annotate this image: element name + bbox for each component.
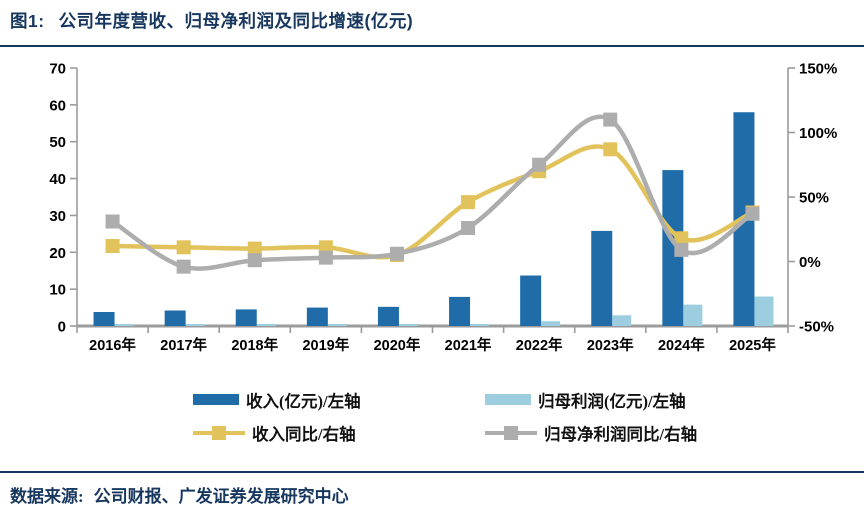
profit-yoy-marker <box>532 157 547 172</box>
footer-divider <box>0 471 864 473</box>
revenue-yoy-marker <box>176 240 191 255</box>
legend-label-profit: 归母利润(亿元)/左轴 <box>538 391 686 411</box>
revenue-yoy-marker <box>461 195 476 210</box>
revenue-bar <box>591 230 613 326</box>
revenue-bar <box>235 309 257 326</box>
revenue-yoy-marker <box>603 142 618 157</box>
profit-yoy-marker <box>247 253 262 268</box>
right-axis-tick-label: -50% <box>799 319 834 336</box>
profit-bar <box>114 324 134 326</box>
combo-chart-canvas: 0 10 20 30 40 50 60 70 -50% 0% 50% 100% 150% 2016年 201… <box>49 61 837 355</box>
right-axis-tick-label: 100% <box>799 125 837 142</box>
profit-bar <box>470 324 490 326</box>
x-axis-category-label: 2016年 <box>89 336 136 354</box>
left-axis-tick-label: 40 <box>49 171 66 188</box>
left-axis-tick-label: 60 <box>49 97 66 114</box>
left-axis-tick-label: 0 <box>58 319 66 336</box>
profit-bar <box>683 304 703 326</box>
profit-bar <box>612 315 632 326</box>
x-axis-category-label: 2019年 <box>302 336 349 354</box>
revenue-bar-swatch <box>193 394 239 405</box>
revenue-yoy-marker <box>247 241 262 256</box>
chart-legend: 收入(亿元)/左轴 归母利润(亿元)/左轴 收入同比/右轴 归母净利润同比/右轴 <box>193 383 805 449</box>
profit-bar <box>398 324 418 326</box>
title-divider <box>0 45 864 47</box>
revenue-yoy-marker <box>105 239 120 254</box>
data-source-text: 公司财报、广发证券发展研究中心 <box>93 487 349 506</box>
right-axis-tick-label: 150% <box>799 61 837 78</box>
revenue-yoy-line-swatch <box>193 425 245 440</box>
profit-bar <box>256 324 276 326</box>
profit-yoy-marker <box>745 206 760 221</box>
profit-yoy-marker <box>389 246 404 261</box>
legend-label-revenue: 收入(亿元)/左轴 <box>246 391 361 411</box>
x-axis-category-label: 2025年 <box>729 336 776 354</box>
revenue-bar <box>93 311 115 326</box>
revenue-yoy-marker <box>674 231 689 246</box>
profit-yoy-marker <box>603 112 618 127</box>
profit-bar <box>327 324 347 326</box>
revenue-bar <box>449 296 471 326</box>
revenue-bar <box>164 310 186 326</box>
left-axis-tick-label: 70 <box>49 61 66 78</box>
x-axis-category-label: 2017年 <box>160 336 207 354</box>
legend-item-revenue-yoy: 收入同比/右轴 <box>193 421 485 445</box>
x-axis-category-label: 2022年 <box>516 336 563 354</box>
revenue-bar <box>306 307 328 326</box>
legend-item-revenue: 收入(亿元)/左轴 <box>193 388 485 412</box>
profit-bar-swatch <box>485 394 531 405</box>
right-axis-tick-label: 0% <box>799 254 821 271</box>
x-axis-category-label: 2024年 <box>658 336 705 354</box>
legend-item-profit: 归母利润(亿元)/左轴 <box>485 388 805 412</box>
profit-bar <box>185 324 205 326</box>
chart-area: 0 10 20 30 40 50 60 70 -50% 0% 50% 100% 150% 2016年 201… <box>0 52 864 382</box>
left-axis-tick-label: 30 <box>49 208 66 225</box>
right-axis-tick-label: 50% <box>799 190 829 207</box>
revenue-bar <box>662 170 684 326</box>
revenue-bar <box>520 275 542 326</box>
left-axis-tick-label: 50 <box>49 134 66 151</box>
figure-title-text: 公司年度营收、归母净利润及同比增速(亿元) <box>58 11 414 31</box>
x-axis-category-label: 2023年 <box>587 336 634 354</box>
profit-yoy-marker <box>318 250 333 265</box>
legend-item-profit-yoy: 归母净利润同比/右轴 <box>485 421 805 445</box>
profit-yoy-marker <box>674 242 689 257</box>
legend-label-revenue-yoy: 收入同比/右轴 <box>252 424 356 444</box>
profit-bar <box>541 321 561 326</box>
profit-yoy-marker <box>105 214 120 229</box>
x-axis-category-label: 2021年 <box>445 336 492 354</box>
left-axis-tick-label: 20 <box>49 245 66 262</box>
profit-yoy-marker <box>461 220 476 235</box>
page-title: 图1: 公司年度营收、归母净利润及同比增速(亿元) <box>10 8 854 33</box>
figure-label: 图1: <box>10 11 45 31</box>
data-source-label: 数据来源: <box>10 487 84 506</box>
profit-yoy-marker <box>176 259 191 274</box>
profit-yoy-line <box>110 114 755 271</box>
revenue-yoy-line <box>110 144 755 260</box>
x-axis-category-label: 2020年 <box>374 336 421 354</box>
profit-bar <box>754 296 774 326</box>
data-source: 数据来源: 公司财报、广发证券发展研究中心 <box>10 482 854 507</box>
legend-label-profit-yoy: 归母净利润同比/右轴 <box>544 424 698 444</box>
revenue-bar <box>377 306 399 326</box>
x-axis-category-label: 2018年 <box>231 336 278 354</box>
left-axis-tick-label: 10 <box>49 282 66 299</box>
profit-yoy-line-swatch <box>485 425 537 440</box>
